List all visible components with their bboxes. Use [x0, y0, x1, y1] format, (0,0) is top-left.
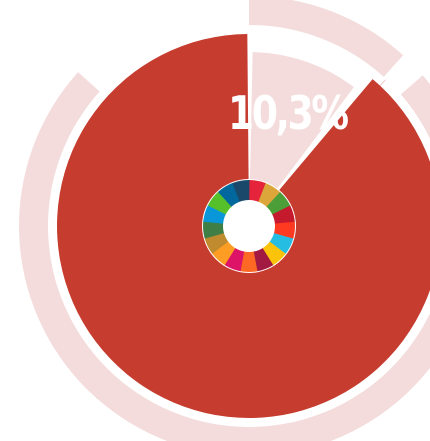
wheel-segment	[258, 183, 281, 207]
outer-ring-band-top	[249, 0, 404, 77]
wheel-segment	[240, 251, 258, 273]
pie-slice-1	[249, 52, 354, 226]
highlight-wedge-group	[249, 79, 386, 226]
highlight-wedge	[249, 79, 386, 226]
outer-ring-band	[19, 72, 430, 441]
wheel-segment	[272, 205, 295, 224]
wheel-segment	[262, 241, 286, 266]
sdg-wheel-icon	[202, 179, 296, 273]
wheel-center	[224, 201, 274, 251]
wheel-segment	[202, 221, 224, 239]
percentage-label: 10,3%	[228, 86, 349, 140]
wheel-segment	[203, 205, 226, 224]
wheel-segment	[204, 232, 229, 254]
wheel-segment	[269, 233, 294, 255]
wheel-segment	[218, 182, 240, 207]
wheel-segment	[232, 179, 250, 202]
wheel-segment	[207, 191, 232, 215]
wheel-segment	[212, 241, 236, 266]
wheel-segment	[266, 192, 291, 215]
wheel-segment	[253, 248, 274, 272]
wheel-segment	[224, 247, 245, 272]
wheel-segment	[249, 180, 267, 202]
outer-ring	[19, 0, 430, 441]
